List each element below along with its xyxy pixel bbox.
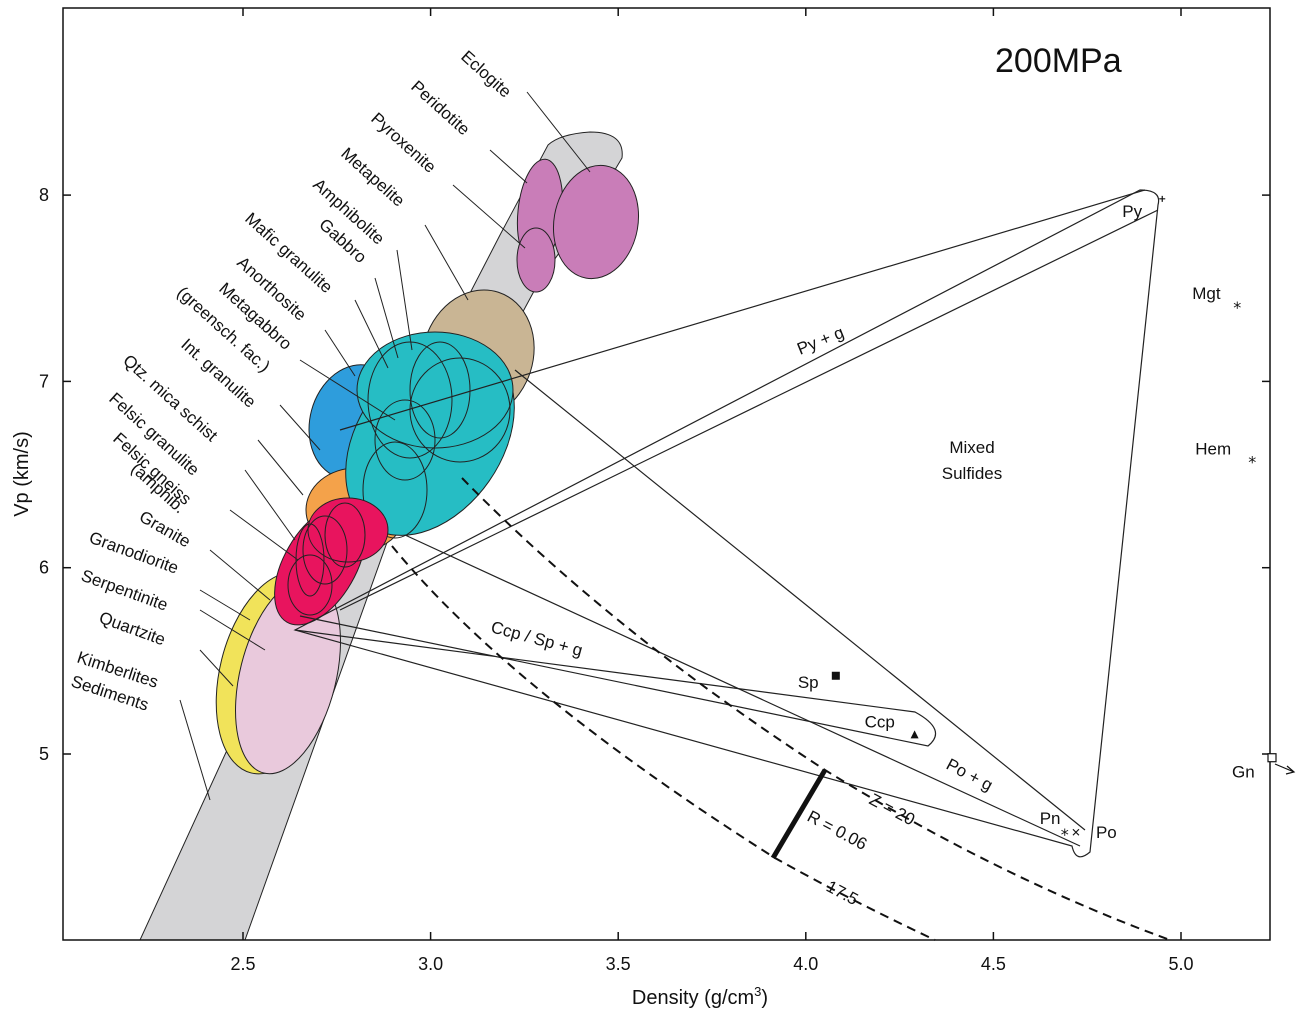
mineral-point-sp: Sp [798,671,840,692]
y-axis-ticks: 5 6 7 8 [39,185,1270,764]
x-tick-label: 3.0 [418,954,443,974]
pyroxenite-ellipse [516,227,556,293]
mineral-point-hem: * Hem [1195,440,1256,472]
eclogite-ellipse [552,164,640,280]
mixing-fields [293,189,1160,858]
mineral-label-sp: Sp [798,673,819,692]
x-axis-ticks: 2.5 3.0 3.5 4.0 4.5 5.0 [230,8,1194,974]
y-tick-label: 8 [39,185,49,205]
mineral-point-ccp: Ccp [865,712,919,739]
mafic-ellipse-2 [356,331,514,449]
svg-text:*: * [1248,453,1256,472]
field-label-po-g: Po + g [943,755,996,795]
field-label-py-g: Py + g [794,323,846,359]
x-tick-label: 2.5 [230,954,255,974]
contour-label-175: 17.5 [823,877,861,909]
svg-text:*: * [1061,825,1069,844]
y-axis-title: Vp (km/s) [11,431,33,517]
rock-label-serpentinite: Serpentinite [79,566,171,615]
svg-text:*: * [1233,298,1241,317]
mineral-label-po: Po [1096,823,1117,842]
field-label-sulfides: Sulfides [942,464,1002,483]
pyrite-triangle [339,189,1159,611]
felsic-ellipse-4 [302,515,348,585]
rock-label-pyroxenite: Pyroxenite [367,109,439,177]
plot-frame [62,7,1271,941]
mafic-ellipse-5 [409,341,471,439]
y-tick-label: 7 [39,371,49,391]
mineral-label-hem: Hem [1195,440,1231,459]
rock-ellipses [215,158,640,775]
rock-label-granite: Granite [136,507,194,551]
field-labels: Py + g Mixed Sulfides Ccp / Sp + g Po + … [489,323,1002,795]
x-tick-label: 4.5 [981,954,1006,974]
mineral-label-ccp: Ccp [865,712,895,731]
rock-label-peridotite: Peridotite [407,77,473,139]
mafic-ellipse-6 [362,441,428,539]
x-tick-label: 3.5 [606,954,631,974]
mineral-label-py: Py [1122,202,1142,221]
gn-arrow [1274,763,1296,775]
mineral-point-gn: Gn [1232,753,1277,782]
ccp-sp-field [294,615,937,747]
mineral-label-mgt: Mgt [1192,284,1221,303]
felsic-ellipse-6 [295,523,325,597]
py-g-field [293,189,1160,858]
mafic-ellipse-7 [409,357,511,463]
contour-labels: Z = 20 17.5 R = 0.06 [804,790,918,909]
impedance-contours [391,477,1171,941]
mineral-label-pn: Pn [1040,809,1061,828]
mineral-point-pn: *Pn [1040,809,1069,844]
r006-bar [770,768,828,860]
mineral-point-py: Py [1122,195,1166,221]
felsic-ellipse-3 [287,554,333,616]
mafic-ellipse-4 [374,399,436,481]
leader-lines [179,91,591,801]
rock-label-eclogite: Eclogite [457,47,515,102]
po-g-field [404,369,1086,847]
field-label-mixed: Mixed [949,438,994,457]
y-tick-label: 5 [39,744,49,764]
felsic-ellipse-2 [307,497,389,563]
chart-title: 200MPa [995,42,1122,80]
mineral-point-mgt: * Mgt [1192,284,1241,317]
x-tick-label: 5.0 [1168,954,1193,974]
z175-contour [391,545,936,941]
felsic-ellipse-5 [324,502,366,568]
x-axis-title: Density (g/cm3) [632,984,768,1009]
mineral-point-po: Po [1072,823,1117,842]
rock-label-quartzite: Quartzite [97,608,168,649]
y-tick-label: 6 [39,558,49,578]
mafic-ellipse-3 [367,341,453,459]
x-tick-label: 4.0 [793,954,818,974]
mineral-label-gn: Gn [1232,763,1255,782]
r-label: R = 0.06 [804,807,870,854]
z20-contour [461,477,1171,941]
field-label-ccp-sp-g: Ccp / Sp + g [489,618,585,661]
